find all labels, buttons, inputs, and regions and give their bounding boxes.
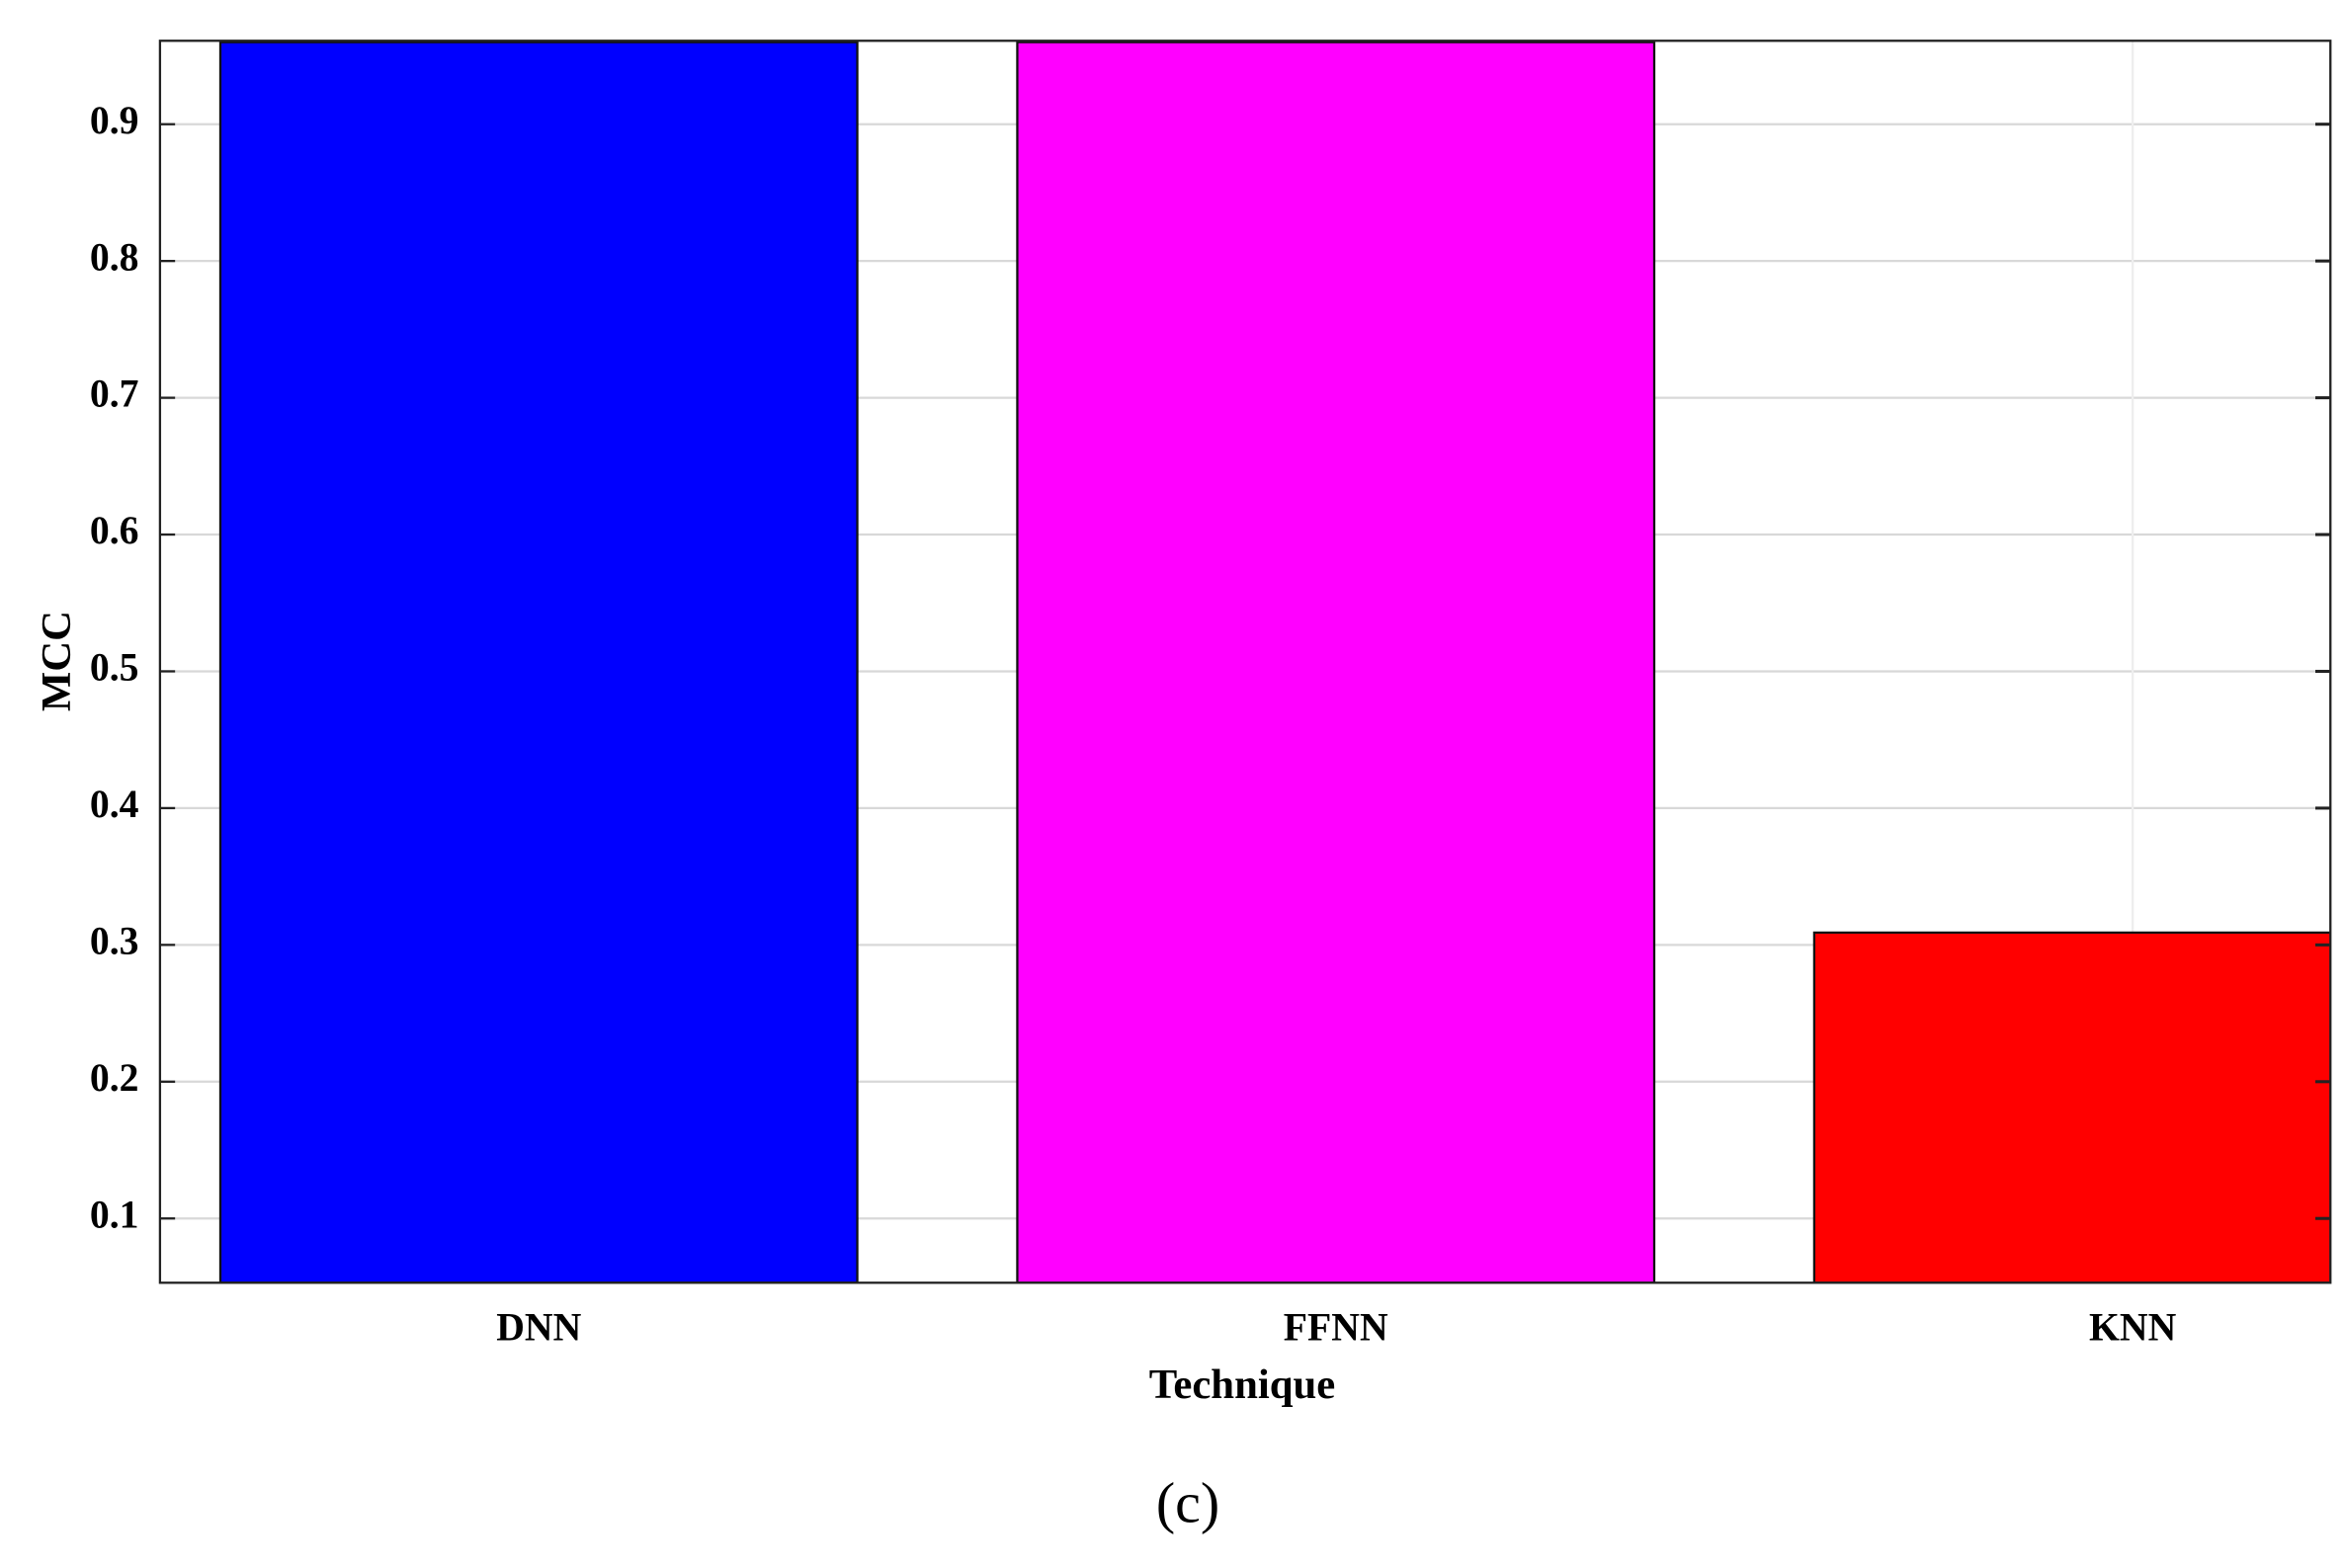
axes-frame [158,40,2332,1284]
y-tick-label: 0.3 [90,919,139,962]
bar [218,41,859,1283]
y-tick-label: 0.1 [90,1193,139,1236]
caption: (c) [1156,1471,1219,1535]
bar [1016,41,1656,1283]
y-tick-label: 0.9 [90,99,139,142]
x-tick-label: KNN [2089,1305,2177,1349]
y-axis-label: MCC [34,611,80,711]
y-tick-label: 0.7 [90,372,139,416]
x-tick-label: DNN [496,1305,581,1349]
y-tick-label: 0.2 [90,1056,139,1100]
y-tick-label: 0.4 [90,783,139,826]
x-axis-label: Technique [1149,1362,1336,1408]
y-tick-label: 0.8 [90,235,139,279]
y-tick-label: 0.6 [90,509,139,552]
x-tick-label: FFNN [1284,1305,1388,1349]
y-tick-label: 0.5 [90,646,139,690]
bar [1812,931,2331,1283]
